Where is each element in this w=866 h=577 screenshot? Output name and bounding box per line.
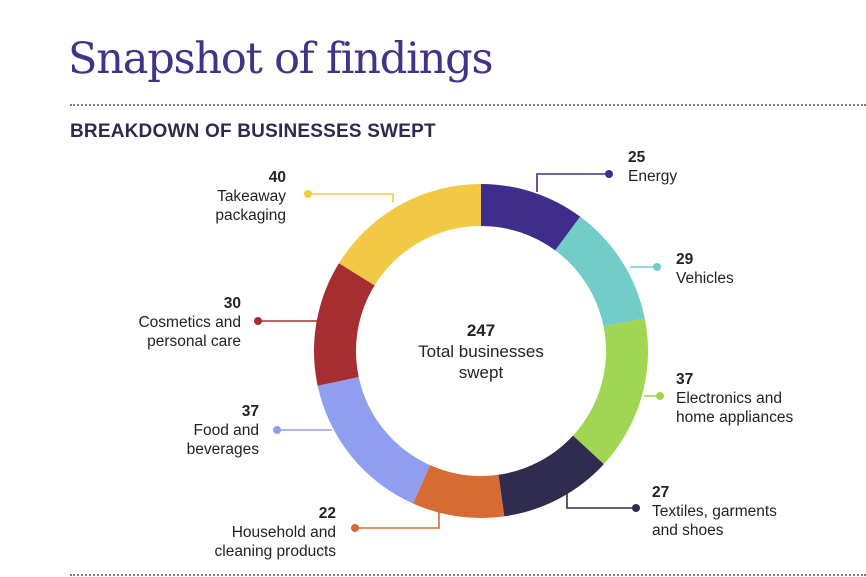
donut-center-label: 247 Total businesses swept — [401, 320, 561, 383]
leader-dot-3 — [632, 504, 640, 512]
chart-title: BREAKDOWN OF BUSINESSES SWEPT — [70, 121, 436, 142]
donut-slice-4 — [412, 465, 505, 518]
donut-slice-1 — [555, 216, 645, 327]
name-takeaway: Takeaway packaging — [215, 188, 286, 224]
label-household: 22 Household and cleaning products — [150, 504, 337, 561]
total-value: 247 — [466, 321, 496, 340]
name-textiles: Textiles, garments and shoes — [652, 503, 777, 539]
label-vehicles: 29 Vehicles — [676, 250, 734, 288]
value-household: 22 — [318, 505, 336, 522]
label-takeaway: 40 Takeaway packaging — [150, 168, 286, 225]
donut-slice-6 — [314, 263, 375, 386]
name-cosmetics: Cosmetics and personal care — [138, 314, 241, 350]
leader-dot-4 — [351, 524, 359, 532]
leader-dot-5 — [273, 426, 281, 434]
name-household: Household and cleaning products — [214, 524, 337, 560]
name-energy: Energy — [628, 168, 678, 185]
leader-line-7 — [308, 193, 394, 202]
top-divider — [70, 104, 866, 106]
name-electronics: Electronics and home appliances — [676, 390, 794, 426]
leader-line-0 — [536, 173, 609, 192]
value-cosmetics: 30 — [223, 295, 241, 312]
donut-slice-0 — [481, 184, 581, 251]
leader-dot-0 — [605, 170, 613, 178]
value-vehicles: 29 — [676, 251, 694, 268]
label-electronics: 37 Electronics and home appliances — [676, 370, 793, 427]
name-vehicles: Vehicles — [676, 270, 734, 287]
label-textiles: 27 Textiles, garments and shoes — [652, 483, 777, 540]
donut-slice-3 — [498, 435, 604, 517]
leader-dot-1 — [653, 263, 661, 271]
total-caption: Total businesses swept — [418, 342, 544, 382]
donut-slice-2 — [572, 318, 648, 465]
value-electronics: 37 — [676, 371, 694, 388]
leader-dot-6 — [254, 317, 262, 325]
page-title: Snapshot of findings — [68, 34, 494, 84]
donut-slice-5 — [317, 377, 431, 504]
donut-slice-7 — [338, 184, 481, 286]
value-textiles: 27 — [652, 484, 670, 501]
leader-dot-2 — [656, 392, 664, 400]
leader-line-3 — [566, 492, 636, 509]
label-cosmetics: 30 Cosmetics and personal care — [100, 294, 241, 351]
bottom-divider — [70, 574, 866, 576]
leader-line-4 — [355, 512, 440, 529]
label-food: 37 Food and beverages — [120, 402, 259, 459]
value-takeaway: 40 — [268, 169, 286, 186]
value-energy: 25 — [628, 149, 646, 166]
name-food: Food and beverages — [186, 422, 259, 458]
value-food: 37 — [241, 403, 259, 420]
leader-dot-7 — [304, 190, 312, 198]
label-energy: 25 Energy — [628, 148, 677, 186]
